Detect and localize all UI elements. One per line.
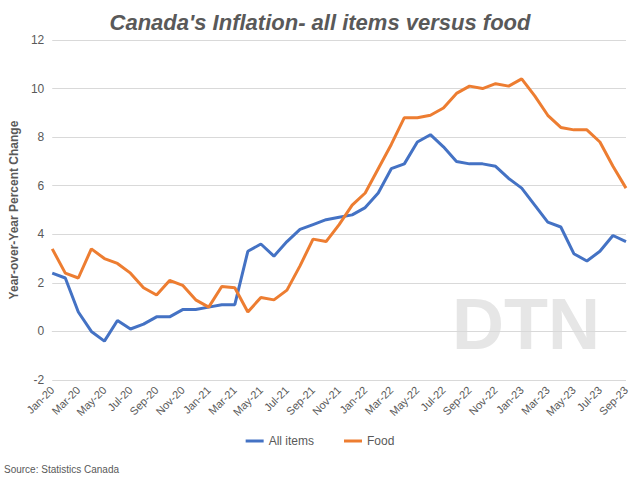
svg-text:Jan-23: Jan-23	[493, 383, 526, 416]
svg-text:Sep-20: Sep-20	[127, 383, 161, 418]
svg-text:Jan-21: Jan-21	[180, 383, 213, 416]
svg-text:8: 8	[38, 130, 45, 144]
svg-text:May-23: May-23	[544, 384, 578, 418]
svg-text:All items: All items	[269, 434, 314, 448]
svg-text:May-20: May-20	[74, 384, 108, 418]
svg-text:Mar-23: Mar-23	[518, 383, 552, 417]
svg-text:12: 12	[31, 33, 45, 47]
svg-text:2: 2	[38, 276, 45, 290]
svg-text:Sep-22: Sep-22	[440, 383, 474, 418]
svg-text:May-21: May-21	[231, 384, 265, 418]
svg-text:Food: Food	[367, 434, 394, 448]
svg-text:0: 0	[38, 324, 45, 338]
svg-text:Jan-22: Jan-22	[337, 383, 370, 416]
svg-text:Sep-21: Sep-21	[283, 383, 318, 418]
svg-text:-2: -2	[34, 373, 45, 387]
svg-text:4: 4	[38, 227, 45, 241]
svg-text:Canada's Inflation- all items: Canada's Inflation- all items versus foo…	[110, 10, 531, 35]
svg-text:DTN: DTN	[452, 284, 600, 364]
svg-text:Jul-22: Jul-22	[418, 383, 448, 414]
svg-text:Jan-20: Jan-20	[24, 383, 57, 416]
svg-text:May-22: May-22	[387, 384, 421, 418]
svg-text:Nov-21: Nov-21	[310, 384, 344, 418]
svg-text:6: 6	[38, 179, 45, 193]
svg-text:Mar-22: Mar-22	[362, 383, 396, 417]
svg-text:Nov-22: Nov-22	[466, 384, 500, 418]
svg-text:Mar-21: Mar-21	[206, 383, 239, 417]
svg-text:Jul-21: Jul-21	[261, 383, 292, 414]
svg-text:Jul-20: Jul-20	[105, 383, 135, 414]
svg-text:10: 10	[31, 82, 45, 96]
svg-text:Jul-23: Jul-23	[574, 383, 605, 414]
svg-text:Sep-23: Sep-23	[597, 384, 631, 418]
svg-text:Source: Statistics Canada: Source: Statistics Canada	[4, 464, 119, 475]
svg-text:Year-over-Year Percent Change: Year-over-Year Percent Change	[7, 120, 21, 299]
svg-text:Mar-20: Mar-20	[49, 383, 83, 417]
svg-text:Nov-20: Nov-20	[153, 384, 187, 418]
